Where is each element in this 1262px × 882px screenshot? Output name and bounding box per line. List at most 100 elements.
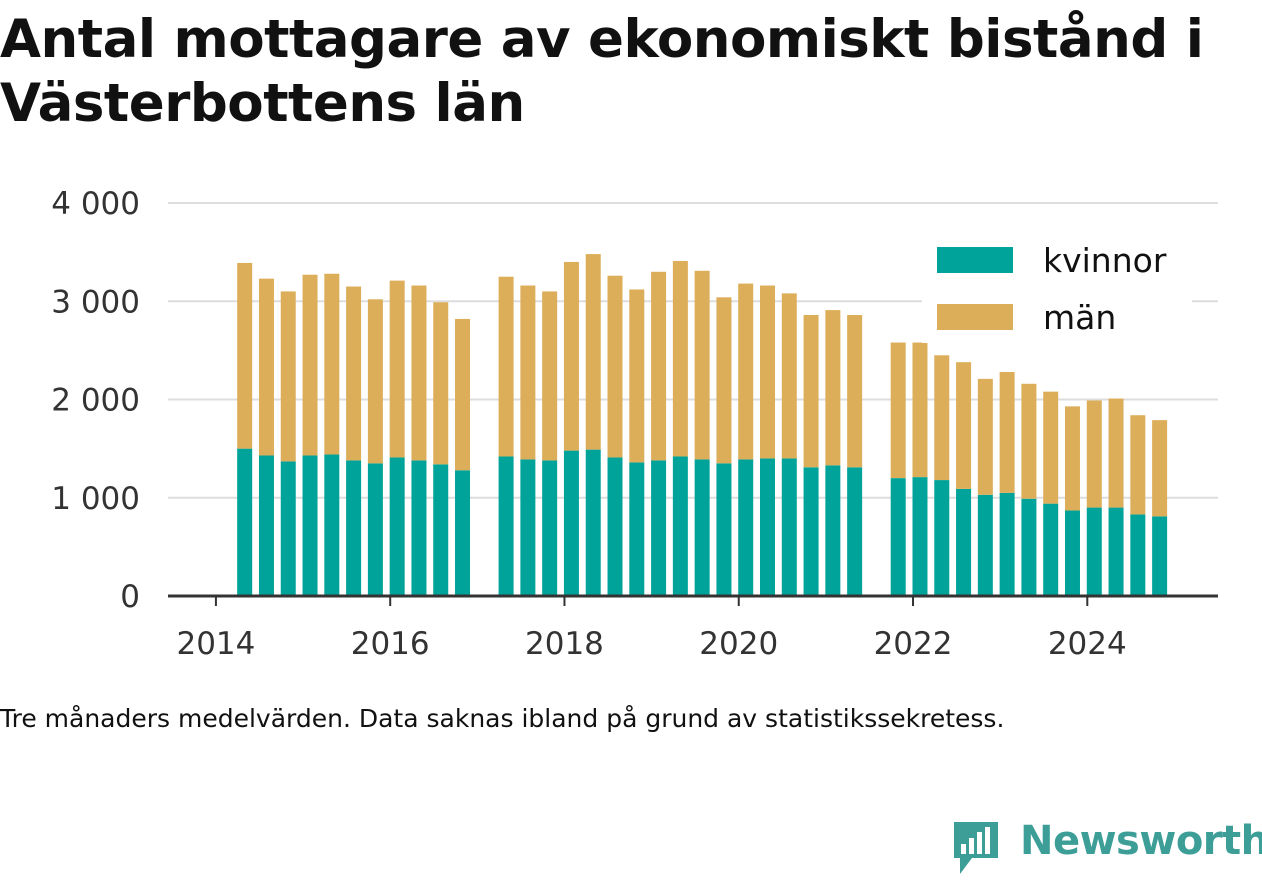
x-tick-label: 2014: [176, 626, 255, 662]
bar-man: [738, 283, 754, 460]
bar-kvinnor: [280, 461, 296, 596]
bar-man: [825, 310, 841, 466]
bar-kvinnor: [1043, 503, 1059, 596]
bar-kvinnor: [890, 478, 906, 596]
bar-kvinnor: [455, 470, 471, 596]
bar-kvinnor: [629, 462, 645, 596]
bar-kvinnor: [585, 449, 601, 596]
bar-man: [455, 318, 471, 471]
bar-man: [389, 280, 405, 458]
bar-kvinnor: [999, 492, 1015, 596]
bar-kvinnor: [563, 450, 579, 596]
y-tick-label: 2 000: [51, 383, 140, 419]
bar-kvinnor: [607, 457, 623, 596]
bar-man: [956, 362, 972, 489]
bar-man: [781, 293, 797, 459]
bar-kvinnor: [694, 459, 710, 596]
bar-kvinnor: [716, 463, 732, 596]
bar-man: [672, 260, 688, 457]
legend-label: kvinnor: [1043, 241, 1167, 280]
bar-kvinnor: [760, 458, 776, 596]
bar-kvinnor: [411, 460, 427, 596]
bar-man: [433, 302, 449, 465]
bar-kvinnor: [1021, 498, 1037, 596]
legend-swatch-man: [937, 304, 1013, 330]
bar-man: [520, 285, 536, 460]
x-tick-label: 2022: [874, 626, 953, 662]
bar-kvinnor: [977, 494, 993, 596]
chart-note: Tre månaders medelvärden. Data saknas ib…: [0, 704, 1005, 733]
chart-title: Antal mottagare av ekonomiskt bistånd i …: [0, 9, 1204, 134]
bar-man: [346, 286, 362, 461]
bar-man: [629, 289, 645, 463]
bar-man: [1064, 406, 1080, 511]
bars: [237, 254, 1168, 596]
bar-kvinnor: [367, 463, 383, 596]
x-tick-label: 2020: [699, 626, 778, 662]
bar-kvinnor: [1086, 507, 1102, 596]
bar-man: [1152, 420, 1168, 517]
bar-man: [1108, 398, 1124, 508]
bar-kvinnor: [738, 459, 754, 596]
bar-man: [607, 275, 623, 458]
bar-kvinnor: [912, 477, 928, 596]
bar-kvinnor: [237, 448, 253, 596]
bar-man: [1021, 383, 1037, 499]
bar-man: [977, 378, 993, 495]
bar-kvinnor: [847, 467, 863, 596]
bar-kvinnor: [542, 460, 558, 596]
bar-kvinnor: [825, 465, 841, 596]
x-axis: 2014 2016 2018 2020 2022 2024: [168, 594, 1218, 662]
x-tick-label: 2024: [1048, 626, 1127, 662]
bar-man: [912, 342, 928, 478]
bar-kvinnor: [302, 455, 318, 596]
bar-man: [651, 271, 667, 461]
bar-kvinnor: [498, 456, 514, 596]
newsworthy-logo-icon: [954, 822, 998, 874]
bar-kvinnor: [934, 480, 950, 596]
bar-kvinnor: [520, 459, 536, 596]
y-axis: 0 1 000 2 000 3 000 4 000: [51, 186, 140, 615]
y-tick-label: 0: [120, 579, 140, 615]
bar-man: [694, 270, 710, 460]
bar-kvinnor: [1108, 507, 1124, 596]
bar-kvinnor: [803, 467, 819, 596]
bar-kvinnor: [433, 464, 449, 596]
bar-kvinnor: [346, 460, 362, 596]
bar-man: [847, 315, 863, 468]
bar-man: [542, 291, 558, 461]
brand-name: Newsworthy: [1020, 818, 1262, 864]
bar-man: [890, 342, 906, 479]
legend: kvinnor män: [922, 230, 1192, 343]
bar-kvinnor: [672, 456, 688, 596]
bar-kvinnor: [651, 460, 667, 596]
bar-man: [999, 371, 1015, 493]
bar-man: [803, 315, 819, 468]
bar-man: [1086, 400, 1102, 508]
bar-kvinnor: [1152, 516, 1168, 596]
bar-man: [760, 285, 776, 459]
bar-kvinnor: [1130, 514, 1146, 596]
legend-swatch-kvinnor: [937, 247, 1013, 273]
bar-man: [1130, 415, 1146, 515]
bar-kvinnor: [956, 488, 972, 596]
grid-lines: [168, 202, 1218, 499]
y-tick-label: 4 000: [51, 186, 140, 222]
legend-label: män: [1043, 298, 1116, 337]
bar-kvinnor: [781, 458, 797, 596]
bar-man: [258, 278, 274, 456]
bar-kvinnor: [389, 457, 405, 596]
bar-man: [411, 285, 427, 461]
bar-man: [934, 355, 950, 481]
bar-man: [324, 273, 340, 455]
bar-man: [716, 297, 732, 464]
bar-man: [585, 254, 601, 450]
y-tick-label: 3 000: [51, 284, 140, 320]
x-tick-label: 2016: [351, 626, 430, 662]
bar-kvinnor: [258, 455, 274, 596]
bar-man: [1043, 391, 1059, 504]
x-tick-label: 2018: [525, 626, 604, 662]
bar-man: [302, 274, 318, 456]
bar-kvinnor: [324, 454, 340, 596]
bar-man: [367, 299, 383, 464]
